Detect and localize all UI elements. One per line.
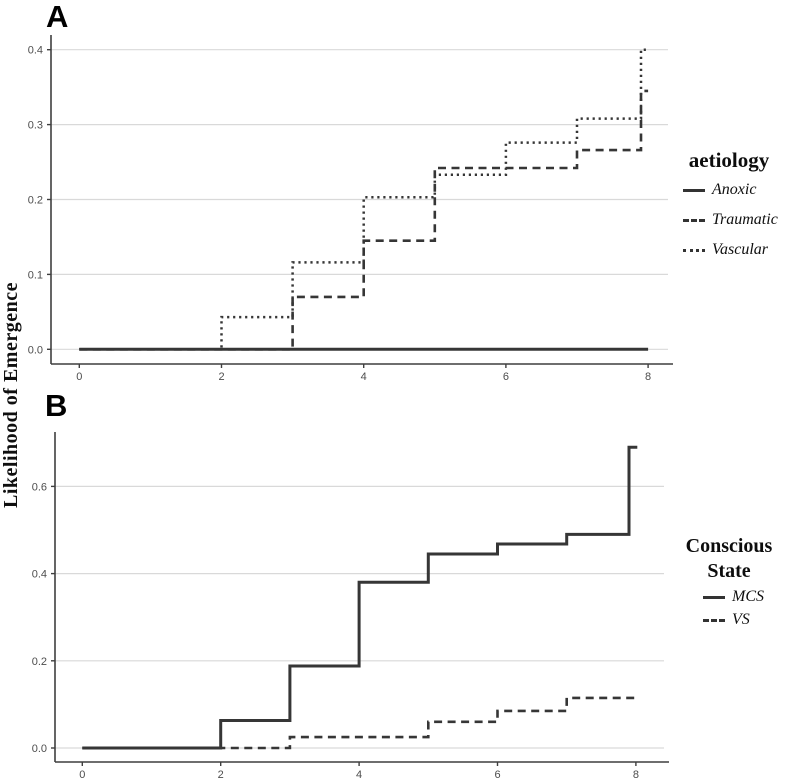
legend-item-vs: VS [703,611,785,629]
legend-label-mcs: MCS [732,588,764,605]
legend-label-vs: VS [732,611,750,628]
x-tick-label: 2 [218,371,224,383]
legend-item-traumatic: Traumatic [683,211,785,229]
legend-title-line1: Conscious [685,535,773,557]
series-MCS-line [82,445,638,750]
legend-label-traumatic: Traumatic [712,211,778,229]
x-tick-label: 4 [361,371,367,383]
x-tick-label: 8 [633,769,639,780]
x-tick-label: 4 [356,769,362,780]
x-tick-label: 6 [494,769,500,780]
series-VS-line [82,696,638,750]
legend-item-vascular: Vascular [683,241,785,259]
y-tick-label: 0.2 [28,195,43,207]
dotted-line-icon [683,248,705,252]
x-tick-label: 6 [503,371,509,383]
panel-B-plot: 0.0 0.2 0.4 0.6 0 2 4 6 8 [32,432,669,780]
y-tick-label: 0.3 [28,120,43,132]
x-tick-label: 2 [218,769,224,780]
legend-label-anoxic: Anoxic [712,181,757,199]
legend-conscious-state: Conscious State MCS VS [669,534,785,629]
panel-A-plot: 0.0 0.1 0.2 0.3 0.4 0 2 4 6 8 [28,35,673,383]
legend-item-anoxic: Anoxic [683,181,785,199]
x-tick-label: 8 [645,371,651,383]
y-tick-label: 0.2 [32,656,47,668]
y-axis-title: Likelihood of Emergence [0,282,22,508]
y-tick-label: 0.4 [28,45,43,57]
y-tick-label: 0.6 [32,481,47,493]
panel-b-label: B [45,388,68,423]
solid-line-icon [683,188,705,192]
solid-line-icon [703,595,725,599]
legend-title-line2: State [707,560,751,582]
legend-aetiology-items: Anoxic Traumatic Vascular [669,181,785,259]
y-tick-label: 0.4 [32,569,47,581]
dashed-line-icon [683,218,705,222]
legend-label-vascular: Vascular [712,241,768,259]
panel-a-label: A [46,0,69,34]
y-tick-label: 0.0 [32,743,47,755]
y-tick-label: 0.1 [28,269,43,281]
legend-conscious-state-title: Conscious State [669,534,785,584]
dashed-line-icon [703,618,725,622]
legend-item-mcs: MCS [703,588,785,606]
legend-aetiology-title: aetiology [688,148,770,172]
legend-conscious-state-items: MCS VS [669,588,785,629]
legend-aetiology: aetiology Anoxic Traumatic Vascular [669,147,785,259]
series-Traumatic-line [79,89,649,351]
x-tick-label: 0 [76,371,82,383]
x-tick-label: 0 [79,769,85,780]
y-tick-label: 0.0 [28,344,43,356]
